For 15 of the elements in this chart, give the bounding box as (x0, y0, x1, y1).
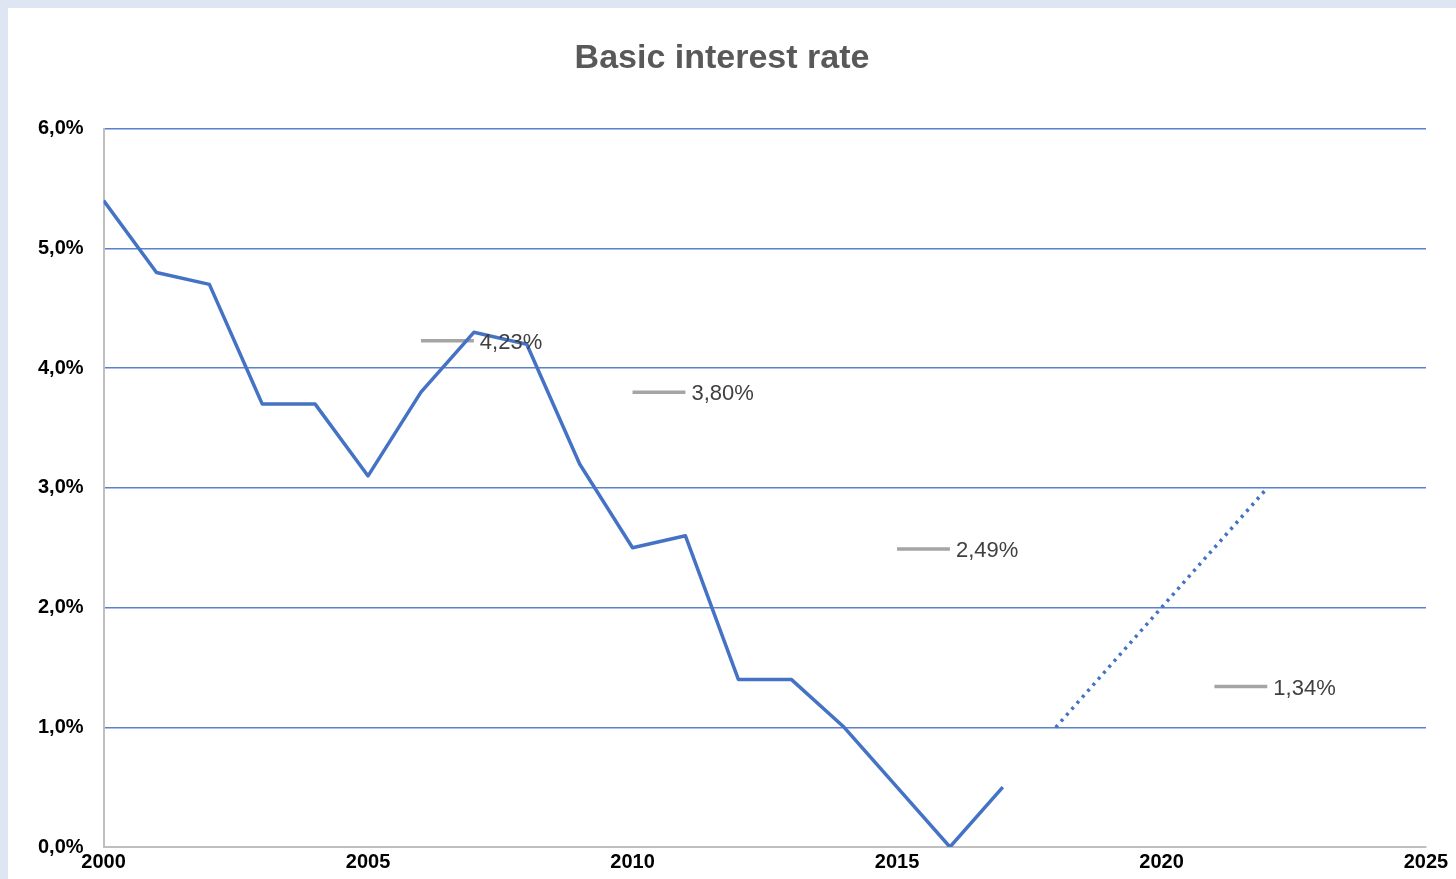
y-tick-label: 1,0% (37, 714, 84, 737)
y-tick-label: 5,0% (37, 236, 84, 259)
data-label: 2,49% (955, 537, 1019, 563)
x-tick-label: 2015 (874, 849, 920, 872)
x-tick-label: 2025 (1403, 849, 1449, 872)
y-tick-label: 4,0% (37, 355, 84, 378)
x-tick-label: 2010 (610, 849, 655, 872)
y-tick-label: 6,0% (37, 116, 84, 139)
data-label: 1,34% (1273, 674, 1336, 700)
data-label: 3,80% (691, 380, 754, 406)
x-tick-label: 2005 (345, 849, 391, 872)
y-tick-label: 2,0% (37, 595, 84, 618)
chart-title: Basic interest rate (574, 36, 870, 75)
x-tick-label: 2020 (1139, 849, 1184, 872)
y-tick-label: 3,0% (37, 475, 84, 498)
